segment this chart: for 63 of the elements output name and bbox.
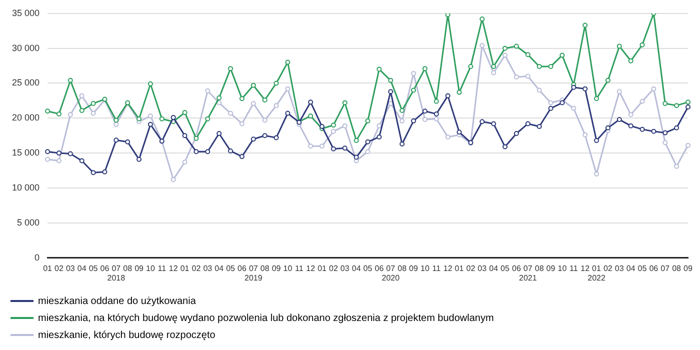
x-tick-label: 04 (352, 264, 362, 273)
legend-label: mieszkania oddane do użytkowania (38, 296, 196, 307)
x-tick-label: 05 (363, 264, 373, 273)
x-tick-label: 09 (546, 264, 556, 273)
x-tick-label: 08 (534, 264, 544, 273)
x-tick-label: 06 (374, 264, 384, 273)
x-tick-label: 01 (454, 264, 464, 273)
x-tick-label: 09 (409, 264, 419, 273)
x-tick-label: 09 (684, 264, 693, 273)
x-tick-label: 09 (272, 264, 282, 273)
x-tick-label: 10 (420, 264, 430, 273)
x-tick-label: 06 (100, 264, 110, 273)
x-tick-label: 08 (260, 264, 270, 273)
x-tick-label: 08 (398, 264, 408, 273)
x-tick-label: 03 (203, 264, 213, 273)
x-tick-label: 02 (54, 264, 64, 273)
x-tick-label: 12 (306, 264, 316, 273)
x-tick-label: 07 (660, 264, 670, 273)
x-tick-label: 02 (603, 264, 613, 273)
x-tick-label: 12 (580, 264, 590, 273)
legend-label: mieszkania, na których budowę wydano pozwolenia lub dokonano zgłoszenia z projektem budowlanym (38, 312, 494, 324)
y-tick-label: 15 000 (12, 148, 40, 158)
x-tick-label: 02 (329, 264, 338, 273)
y-tick-label: 10 000 (12, 182, 40, 192)
x-tick-label: 06 (649, 264, 659, 273)
x-tick-label: 10 (283, 264, 293, 273)
y-tick-label: 35 000 (12, 8, 40, 18)
x-tick-label: 01 (43, 264, 53, 273)
x-tick-label: 04 (626, 264, 636, 273)
x-tick-label: 08 (123, 264, 133, 273)
y-tick-label: 25 000 (12, 78, 40, 88)
x-tick-label: 10 (146, 264, 156, 273)
y-tick-label: 5 000 (16, 217, 40, 228)
x-tick-label: 10 (558, 264, 568, 273)
x-tick-label: 02 (466, 264, 476, 273)
x-tick-label: 01 (180, 264, 190, 273)
x-tick-label: 01 (318, 264, 328, 273)
x-tick-label: 06 (238, 264, 247, 273)
y-tick-label: 30 000 (12, 42, 40, 53)
legend-label: mieszkanie, których budowę rozpoczęto (38, 330, 216, 341)
x-tick-label: 03 (614, 264, 624, 273)
x-tick-label: 04 (77, 264, 87, 273)
y-tick-label: 0 (34, 252, 40, 262)
x-tick-label: 12 (168, 264, 178, 273)
x-tick-label: 03 (340, 264, 350, 273)
x-tick-label: 05 (500, 264, 510, 273)
x-tick-label: 05 (638, 264, 648, 273)
y-tick-label: 20 000 (12, 112, 40, 123)
x-tick-label: 05 (226, 264, 236, 273)
x-tick-label: 12 (443, 264, 453, 273)
x-tick-label: 11 (158, 264, 167, 273)
x-tick-label: 08 (672, 264, 682, 273)
x-tick-label: 11 (432, 264, 442, 273)
x-tick-label: 02 (192, 264, 202, 273)
x-tick-label: 03 (478, 264, 488, 273)
x-tick-label: 05 (88, 264, 98, 273)
x-tick-label: 04 (489, 264, 499, 273)
x-tick-label: 03 (66, 264, 76, 273)
x-tick-label: 11 (294, 264, 304, 273)
x-tick-label: 09 (134, 264, 144, 273)
x-tick-label: 06 (512, 264, 522, 273)
x-tick-label: 11 (569, 264, 578, 273)
x-tick-label: 04 (214, 264, 224, 273)
